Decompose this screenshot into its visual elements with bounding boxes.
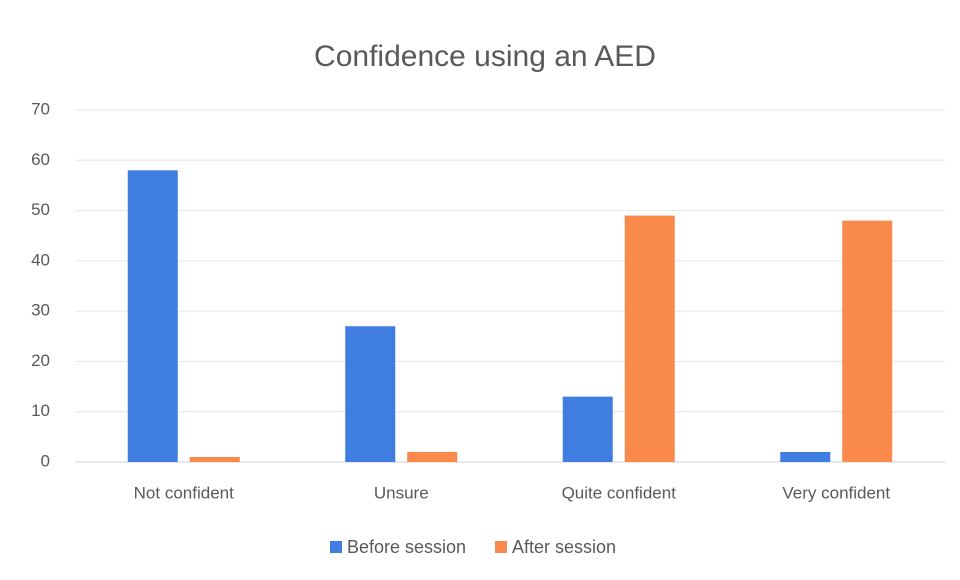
x-tick-label: Quite confident: [562, 483, 677, 502]
y-tick-label: 40: [31, 250, 50, 269]
y-tick-label: 20: [31, 351, 50, 370]
bar: [189, 456, 240, 462]
x-tick-label: Very confident: [782, 483, 890, 502]
y-tick-label: 10: [31, 401, 50, 420]
y-tick-label: 50: [31, 200, 50, 219]
x-tick-label: Unsure: [374, 483, 429, 502]
bar: [407, 451, 458, 462]
y-tick-label: 60: [31, 150, 50, 169]
legend-label: Before session: [347, 537, 466, 557]
y-tick-label: 0: [41, 451, 50, 470]
bar: [780, 451, 831, 462]
chart-title: Confidence using an AED: [314, 40, 656, 73]
bar: [842, 220, 893, 462]
x-tick-label: Not confident: [134, 483, 234, 502]
bar: [624, 215, 675, 462]
legend-label: After session: [512, 537, 616, 557]
legend-swatch: [495, 541, 507, 553]
y-tick-label: 70: [31, 99, 50, 118]
legend-swatch: [330, 541, 342, 553]
y-tick-label: 30: [31, 301, 50, 320]
bar: [127, 170, 178, 463]
bar: [345, 326, 396, 462]
bar: [562, 396, 613, 462]
